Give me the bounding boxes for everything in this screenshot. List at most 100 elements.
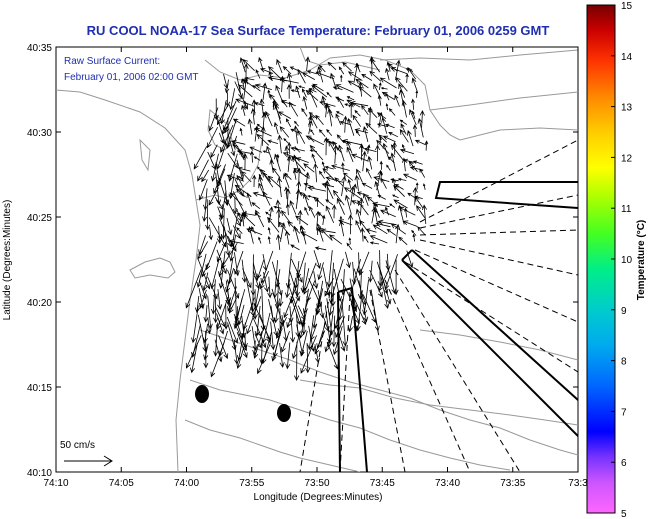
annotation-line-2: February 01, 2006 02:00 GMT — [64, 72, 199, 83]
current-vector — [421, 204, 428, 225]
annotation-line-1: Raw Surface Current: — [64, 56, 160, 67]
current-vector — [244, 76, 255, 81]
current-vector — [229, 234, 237, 262]
current-vector — [262, 82, 268, 101]
current-vector — [412, 233, 416, 242]
current-vector — [377, 250, 383, 287]
current-vector — [194, 295, 200, 314]
current-vector — [416, 205, 426, 219]
current-vector — [226, 316, 239, 344]
current-vector — [242, 268, 252, 289]
current-vector — [405, 73, 409, 83]
current-vector — [239, 150, 245, 161]
current-vector — [270, 321, 276, 351]
current-vector — [336, 197, 345, 215]
map-layer — [56, 47, 578, 472]
current-vector — [228, 88, 236, 111]
current-vector — [415, 182, 419, 190]
current-vector — [411, 77, 418, 92]
current-vector — [235, 207, 243, 223]
current-vector — [287, 72, 293, 88]
current-vector — [336, 134, 345, 144]
current-vector — [270, 305, 276, 324]
current-vector — [386, 228, 397, 236]
current-vector — [267, 66, 283, 80]
current-vector — [312, 83, 324, 92]
current-vector — [348, 315, 353, 333]
current-vector — [385, 123, 395, 129]
current-vector — [301, 107, 308, 117]
current-vector — [354, 174, 360, 192]
current-vector — [263, 271, 270, 293]
current-vector — [380, 177, 387, 189]
current-vector — [399, 129, 409, 143]
current-vector — [190, 342, 198, 374]
colorbar-tick-label: 15 — [621, 1, 633, 12]
current-vector — [349, 185, 355, 206]
current-vector — [290, 244, 300, 251]
current-vector — [199, 289, 207, 309]
current-vector — [346, 140, 353, 154]
current-vector — [314, 344, 321, 364]
current-vector — [285, 279, 291, 299]
current-vector — [349, 278, 358, 310]
current-vector — [275, 269, 281, 288]
current-vector — [202, 272, 209, 292]
current-vector — [255, 69, 261, 79]
current-vector — [323, 136, 329, 156]
current-vector — [205, 199, 211, 231]
current-vector — [242, 58, 255, 71]
current-vector — [337, 97, 345, 108]
current-vector — [251, 202, 261, 210]
current-vector — [210, 144, 218, 159]
current-vector — [285, 188, 291, 206]
current-vector — [363, 235, 369, 243]
current-vector — [344, 194, 352, 215]
current-vector — [223, 304, 229, 330]
current-vector — [250, 150, 255, 163]
current-vector — [285, 118, 292, 128]
current-vector — [365, 122, 378, 134]
current-vector — [327, 107, 333, 127]
current-vector — [258, 236, 262, 244]
current-vector — [315, 71, 335, 80]
current-vector — [381, 116, 388, 134]
current-vector — [354, 109, 361, 117]
current-vector — [286, 299, 298, 329]
current-vector — [267, 89, 271, 98]
current-vector — [215, 172, 222, 206]
current-vector — [417, 117, 424, 138]
current-vector — [388, 131, 399, 138]
current-vector — [252, 191, 272, 199]
current-vector — [223, 226, 231, 257]
current-vector — [382, 135, 396, 143]
current-vector — [227, 152, 239, 169]
current-vector — [230, 139, 246, 145]
current-vector — [390, 67, 408, 75]
current-vector — [291, 258, 303, 284]
current-vector — [198, 280, 207, 300]
current-vector — [398, 236, 408, 246]
current-vector — [346, 242, 353, 251]
current-vector — [203, 343, 209, 361]
x-axis: 74:10 74:05 74:00 73:55 73:50 73:45 73:40 73:35… — [43, 47, 588, 489]
current-vector — [367, 155, 373, 170]
current-vector — [259, 314, 272, 344]
current-vector — [226, 199, 241, 227]
current-vector — [348, 237, 352, 245]
current-vector — [409, 108, 417, 126]
current-vector — [217, 206, 223, 220]
current-vector — [313, 250, 321, 270]
current-vector — [236, 174, 244, 188]
current-vector — [347, 118, 355, 136]
current-vector — [419, 168, 426, 178]
current-vector — [378, 82, 382, 90]
current-vector — [402, 157, 407, 172]
current-vector — [357, 200, 369, 216]
current-vector — [242, 333, 248, 349]
current-vector — [407, 67, 417, 80]
current-vector — [315, 114, 324, 125]
scale-arrow — [64, 455, 113, 467]
current-vector — [355, 290, 363, 332]
current-vector — [361, 150, 367, 172]
